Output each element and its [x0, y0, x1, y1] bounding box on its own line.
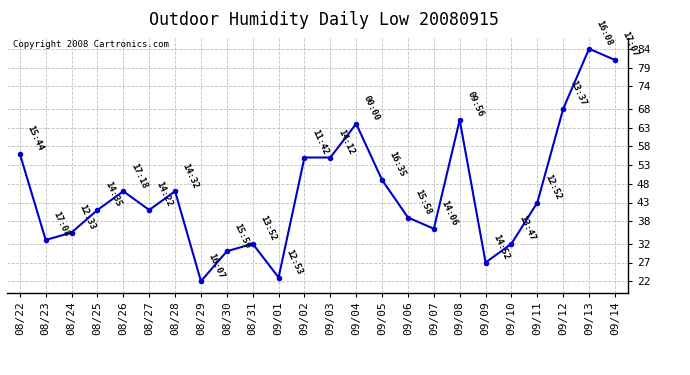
Text: 14:12: 14:12	[336, 128, 355, 156]
Text: 14:32: 14:32	[181, 162, 200, 190]
Text: 14:22: 14:22	[155, 180, 175, 209]
Text: 14:35: 14:35	[103, 180, 123, 209]
Text: 13:52: 13:52	[258, 214, 278, 242]
Text: 09:56: 09:56	[465, 90, 485, 118]
Text: 12:52: 12:52	[543, 173, 562, 201]
Text: Outdoor Humidity Daily Low 20080915: Outdoor Humidity Daily Low 20080915	[149, 11, 500, 29]
Text: 17:08: 17:08	[51, 210, 71, 238]
Text: 16:08: 16:08	[595, 19, 614, 47]
Text: 14:06: 14:06	[440, 199, 459, 227]
Text: 15:50: 15:50	[233, 222, 252, 250]
Text: 15:58: 15:58	[413, 188, 433, 216]
Text: 13:47: 13:47	[517, 214, 537, 242]
Text: 11:42: 11:42	[310, 128, 330, 156]
Text: 12:33: 12:33	[77, 203, 97, 231]
Text: Copyright 2008 Cartronics.com: Copyright 2008 Cartronics.com	[13, 40, 169, 49]
Text: 00:00: 00:00	[362, 94, 382, 122]
Text: 17:07: 17:07	[620, 30, 640, 58]
Text: 15:44: 15:44	[26, 124, 45, 152]
Text: 17:18: 17:18	[129, 162, 148, 190]
Text: 12:53: 12:53	[284, 248, 304, 276]
Text: 16:07: 16:07	[206, 252, 226, 280]
Text: 13:37: 13:37	[569, 79, 589, 107]
Text: 14:52: 14:52	[491, 233, 511, 261]
Text: 16:35: 16:35	[388, 150, 407, 178]
